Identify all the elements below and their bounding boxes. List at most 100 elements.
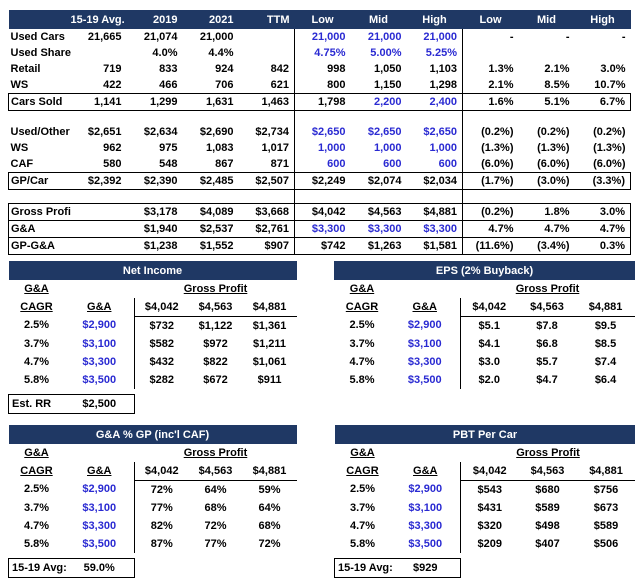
cell: $543 [461,481,519,500]
cell: 867 [183,156,239,173]
cell: 3.0% [575,61,631,77]
cell: 924 [183,61,239,77]
cell: $3,300 [65,517,135,535]
empty-cell [65,444,135,462]
empty-cell [390,280,460,298]
table-row: GP-G&A$1,238$1,552$907$742$1,263$1,581(1… [9,238,631,255]
spacer-cell [127,111,183,125]
row-label: Retail [9,61,71,77]
cell: $2,034 [407,173,463,190]
row-label: GP-G&A [9,238,71,255]
cell: $3,100 [65,335,135,353]
cell: $209 [461,535,519,553]
footer-value: $2,500 [65,395,135,414]
cell: 4.7% [519,221,575,238]
cell: 1,631 [183,94,239,111]
quadrant-title: EPS (2% Buyback) [334,261,635,280]
ga-col-header: G&A [390,298,460,317]
cell: 4.4% [183,45,239,61]
cell: 21,000 [407,29,463,45]
cell: 5.8% [334,371,390,389]
cell: $2,249 [295,173,351,190]
table-row: 4.7%$3,300$320$498$589 [335,517,635,535]
cell: $673 [577,499,635,517]
cell: 2,200 [351,94,407,111]
cell: $2,650 [407,124,463,140]
gp-value-header: $4,881 [243,298,297,317]
cell: 77% [135,499,189,517]
cell: (1.7%) [463,173,519,190]
cell: 4.7% [575,221,631,238]
row-label: WS [9,77,71,94]
row-label: Used/Other [9,124,71,140]
cell: $732 [135,317,189,336]
corner-cell [9,10,71,29]
cell: 4.7% [335,517,391,535]
spacer-cell [71,111,127,125]
table-row: 4.7%$3,300$432$822$1,061 [9,353,297,371]
ga-col-header: G&A [65,298,135,317]
cell: $2.0 [460,371,518,389]
cell: $431 [461,499,519,517]
cell: (6.0%) [575,156,631,173]
spacer-cell [9,190,71,204]
cell: $3,500 [65,535,135,553]
spacer-cell [407,111,463,125]
cell: $589 [519,499,577,517]
cell: $2,390 [127,173,183,190]
cagr-header: CAGR [335,462,391,481]
cell: 1,299 [127,94,183,111]
empty-cell [577,559,635,578]
cell: 580 [71,156,127,173]
cell: $3,300 [391,517,461,535]
table-row: 3.7%$3,100$431$589$673 [335,499,635,517]
cell: 0.3% [575,238,631,255]
empty-cell [243,395,297,414]
spacer-cell [295,190,351,204]
cell: 422 [71,77,127,94]
cell: 8.5% [519,77,575,94]
cell: 21,000 [183,29,239,45]
column-header: Low [463,10,519,29]
ga-header: G&A [334,280,390,298]
cell [71,45,127,61]
cell: $742 [295,238,351,255]
empty-cell [135,559,189,578]
cell: 1,150 [351,77,407,94]
cell: $1,122 [189,317,243,336]
cagr-header: CAGR [9,298,65,317]
cell: 4.75% [295,45,351,61]
cell: $5.1 [460,317,518,336]
cell: $3,500 [391,535,461,553]
gp-value-header: $4,563 [189,298,243,317]
cell: $2,900 [391,481,461,500]
cell: - [519,29,575,45]
cell: 719 [71,61,127,77]
cell: 3.0% [575,204,631,221]
cell: (1.3%) [519,140,575,156]
title-row: Net Income [9,261,297,280]
cell: $3.0 [460,353,518,371]
table-row: 4.7%$3,300$3.0$5.7$7.4 [334,353,635,371]
table-row: GP/Car$2,392$2,390$2,485$2,507$2,249$2,0… [9,173,631,190]
cell: 64% [189,481,243,500]
cell: 3.7% [335,499,391,517]
cell: 64% [243,499,297,517]
cell: 2.5% [334,317,390,336]
cell: $3,300 [351,221,407,238]
table-row: 5.8%$3,500$2.0$4.7$6.4 [334,371,635,389]
cell: 975 [127,140,183,156]
cell: 3.7% [9,499,65,517]
